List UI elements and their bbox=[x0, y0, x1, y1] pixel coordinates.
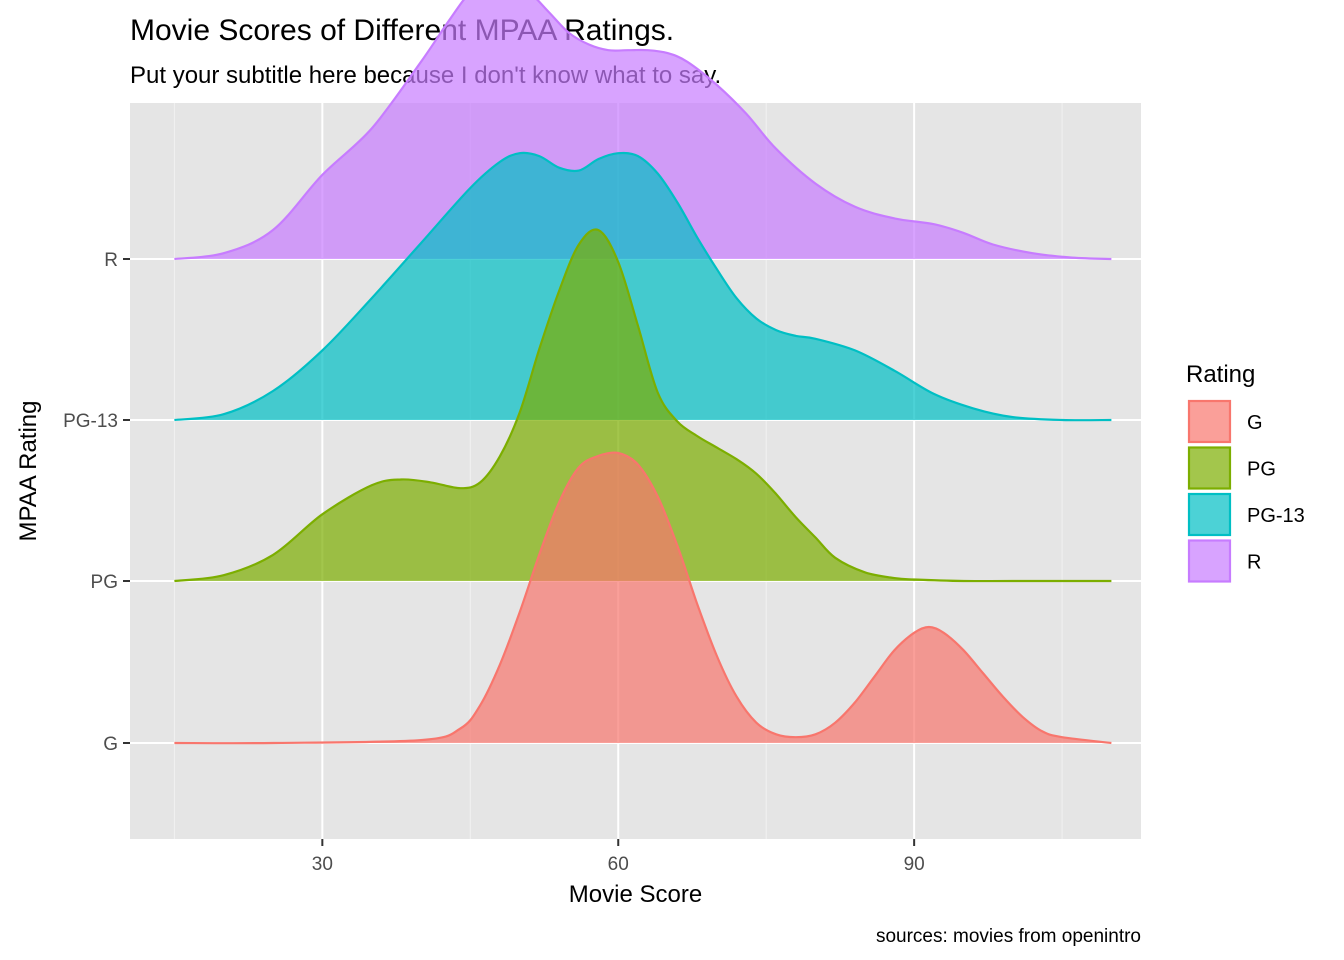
density-area-g bbox=[174, 452, 1112, 744]
density-line-g bbox=[174, 451, 1112, 745]
x-tick-label: 30 bbox=[312, 854, 333, 875]
legend-key-g bbox=[1187, 399, 1232, 444]
legend-key-r bbox=[1187, 539, 1232, 583]
y-tick-label-g: G bbox=[103, 734, 118, 755]
density-series bbox=[174, 0, 1112, 745]
legend-key-pg bbox=[1187, 446, 1232, 490]
x-tick-label: 90 bbox=[904, 854, 925, 875]
y-tick-label-pg-13: PG-13 bbox=[63, 411, 118, 432]
y-tick-label-r: R bbox=[104, 250, 118, 271]
legend-key-pg-13 bbox=[1187, 492, 1232, 537]
legend: Rating G PG PG-13 R bbox=[1186, 361, 1305, 583]
axes: 30 60 90 G PG PG-13 R bbox=[63, 250, 925, 875]
density-line-pg bbox=[174, 228, 1112, 583]
legend-label-r: R bbox=[1247, 552, 1261, 574]
y-axis-title: MPAA Rating bbox=[15, 401, 42, 542]
y-tick-label-pg: PG bbox=[91, 572, 118, 593]
legend-title: Rating bbox=[1186, 361, 1255, 388]
density-area-pg bbox=[174, 229, 1112, 582]
legend-label-g: G bbox=[1247, 412, 1263, 434]
x-tick-label: 60 bbox=[608, 854, 629, 875]
x-axis-title: Movie Score bbox=[569, 881, 702, 908]
density-area-pg-13 bbox=[174, 152, 1112, 421]
density-line-pg-13 bbox=[174, 151, 1112, 422]
legend-label-pg: PG bbox=[1247, 459, 1276, 481]
density-line-r bbox=[174, 0, 1112, 261]
chart-title: Movie Scores of Different MPAA Ratings. bbox=[130, 14, 674, 47]
legend-label-pg-13: PG-13 bbox=[1247, 505, 1305, 527]
chart-caption: sources: movies from openintro bbox=[876, 926, 1141, 947]
density-area-r bbox=[174, 0, 1112, 259]
